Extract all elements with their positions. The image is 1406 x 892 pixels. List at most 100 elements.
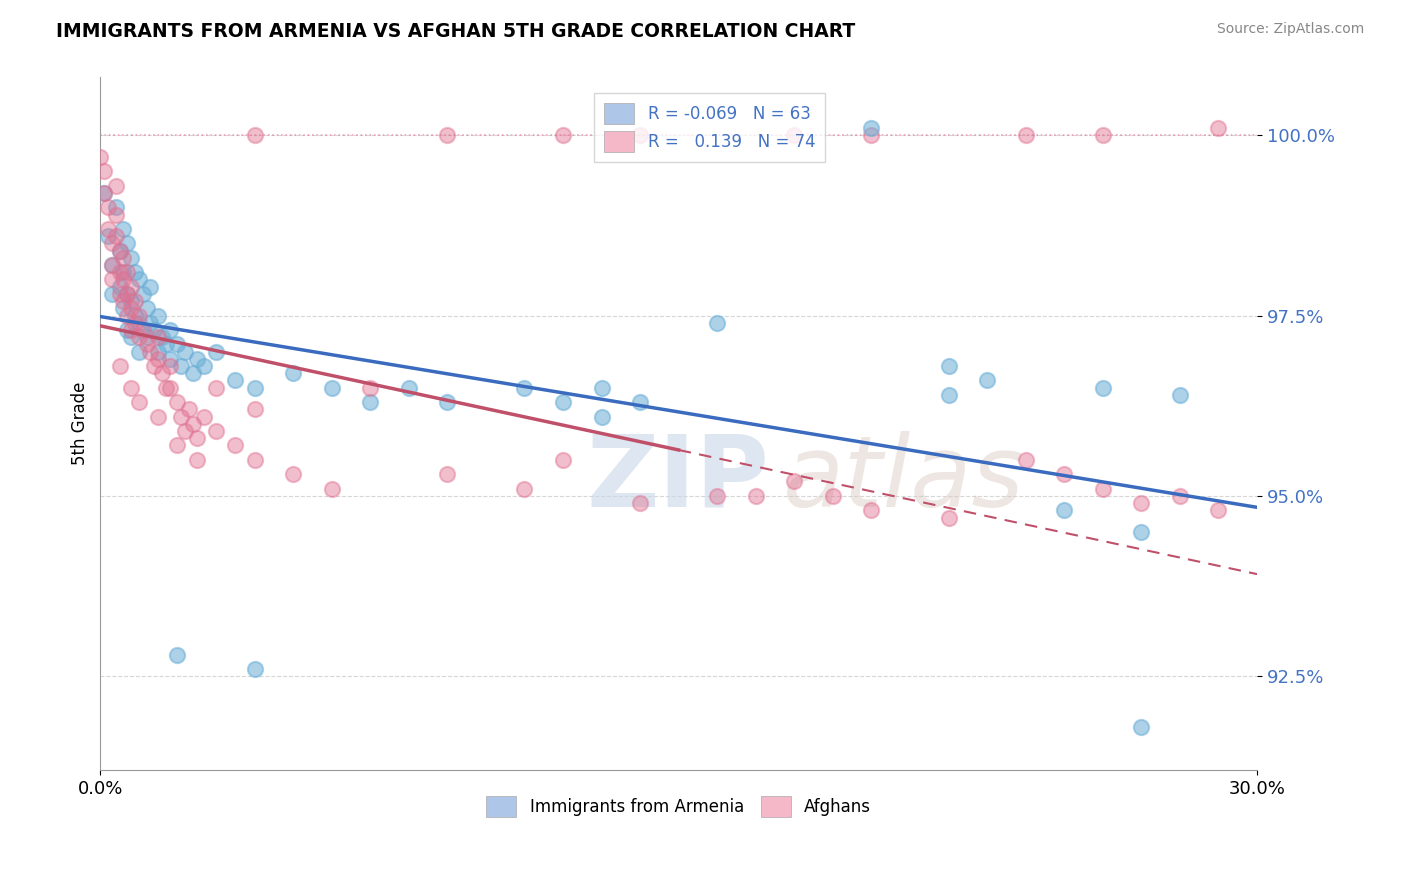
Point bbox=[128, 330, 150, 344]
Point bbox=[150, 366, 173, 380]
Point bbox=[128, 395, 150, 409]
Point bbox=[976, 373, 998, 387]
Point bbox=[148, 330, 170, 344]
Point bbox=[143, 323, 166, 337]
Point bbox=[938, 388, 960, 402]
Point bbox=[104, 178, 127, 193]
Point bbox=[159, 351, 181, 366]
Text: Source: ZipAtlas.com: Source: ZipAtlas.com bbox=[1216, 22, 1364, 37]
Point bbox=[143, 359, 166, 373]
Point bbox=[821, 489, 844, 503]
Point bbox=[166, 395, 188, 409]
Point bbox=[159, 323, 181, 337]
Point bbox=[108, 279, 131, 293]
Point bbox=[101, 286, 124, 301]
Point bbox=[120, 381, 142, 395]
Point bbox=[243, 452, 266, 467]
Point bbox=[1053, 467, 1076, 482]
Point bbox=[1091, 482, 1114, 496]
Point bbox=[132, 286, 155, 301]
Point bbox=[281, 366, 304, 380]
Point bbox=[101, 258, 124, 272]
Point bbox=[112, 251, 135, 265]
Point bbox=[628, 128, 651, 143]
Point bbox=[128, 344, 150, 359]
Point bbox=[1015, 128, 1038, 143]
Point bbox=[243, 402, 266, 417]
Point bbox=[1091, 128, 1114, 143]
Point bbox=[117, 323, 139, 337]
Point bbox=[132, 323, 155, 337]
Point bbox=[139, 316, 162, 330]
Point bbox=[628, 395, 651, 409]
Point bbox=[112, 272, 135, 286]
Point bbox=[120, 279, 142, 293]
Point bbox=[513, 482, 536, 496]
Point bbox=[159, 359, 181, 373]
Point bbox=[706, 316, 728, 330]
Point bbox=[117, 309, 139, 323]
Point bbox=[112, 265, 135, 279]
Point bbox=[112, 294, 135, 309]
Point bbox=[860, 128, 883, 143]
Point bbox=[112, 222, 135, 236]
Point bbox=[1053, 503, 1076, 517]
Point bbox=[513, 381, 536, 395]
Point bbox=[120, 251, 142, 265]
Point bbox=[124, 265, 146, 279]
Point bbox=[628, 496, 651, 510]
Point bbox=[117, 236, 139, 251]
Point bbox=[93, 186, 115, 200]
Point bbox=[166, 648, 188, 662]
Point bbox=[170, 409, 193, 424]
Text: IMMIGRANTS FROM ARMENIA VS AFGHAN 5TH GRADE CORRELATION CHART: IMMIGRANTS FROM ARMENIA VS AFGHAN 5TH GR… bbox=[56, 22, 855, 41]
Point bbox=[745, 489, 768, 503]
Point bbox=[938, 510, 960, 524]
Point bbox=[243, 128, 266, 143]
Point bbox=[117, 286, 139, 301]
Point bbox=[120, 330, 142, 344]
Point bbox=[128, 272, 150, 286]
Text: atlas: atlas bbox=[783, 431, 1025, 528]
Point bbox=[108, 244, 131, 258]
Point bbox=[108, 265, 131, 279]
Point bbox=[591, 381, 613, 395]
Point bbox=[89, 150, 111, 164]
Point bbox=[174, 344, 197, 359]
Point bbox=[139, 344, 162, 359]
Point bbox=[135, 301, 157, 316]
Point bbox=[1168, 489, 1191, 503]
Point bbox=[155, 381, 177, 395]
Point bbox=[128, 309, 150, 323]
Point bbox=[120, 294, 142, 309]
Point bbox=[124, 309, 146, 323]
Point bbox=[551, 128, 574, 143]
Point bbox=[104, 207, 127, 221]
Point bbox=[93, 164, 115, 178]
Point bbox=[181, 417, 204, 431]
Point bbox=[186, 351, 208, 366]
Point bbox=[436, 467, 458, 482]
Point bbox=[117, 265, 139, 279]
Text: ZIP: ZIP bbox=[586, 431, 769, 528]
Point bbox=[159, 381, 181, 395]
Point bbox=[783, 475, 806, 489]
Point bbox=[591, 409, 613, 424]
Point bbox=[120, 301, 142, 316]
Point bbox=[938, 359, 960, 373]
Point bbox=[124, 316, 146, 330]
Point bbox=[117, 286, 139, 301]
Point bbox=[205, 424, 228, 438]
Point bbox=[93, 186, 115, 200]
Point bbox=[148, 344, 170, 359]
Point bbox=[174, 424, 197, 438]
Point bbox=[101, 258, 124, 272]
Point bbox=[398, 381, 420, 395]
Point bbox=[224, 373, 246, 387]
Point bbox=[359, 395, 381, 409]
Point bbox=[124, 294, 146, 309]
Point bbox=[436, 128, 458, 143]
Point bbox=[148, 351, 170, 366]
Point bbox=[135, 337, 157, 351]
Point bbox=[436, 395, 458, 409]
